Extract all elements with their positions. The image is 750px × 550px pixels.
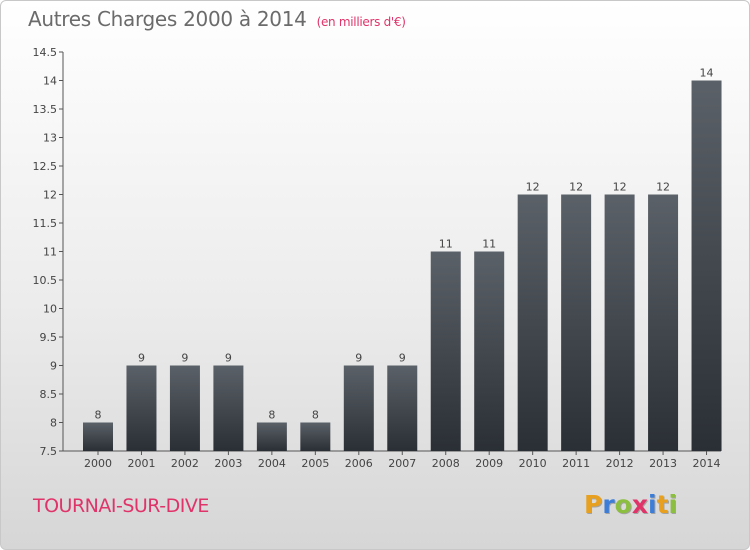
- bar: [561, 194, 592, 451]
- data-label: 9: [138, 352, 145, 365]
- data-label: 11: [439, 238, 453, 251]
- x-tick-label: 2013: [649, 457, 677, 470]
- data-label: 11: [482, 238, 496, 251]
- bar: [430, 251, 461, 451]
- logo-letter: x: [631, 490, 648, 519]
- bar: [343, 365, 374, 451]
- x-tick-label: 2002: [171, 457, 199, 470]
- data-labels: 8 9 9 9 8 8 9 9 11 11 12 12 12 12 14: [95, 67, 714, 422]
- data-label: 12: [526, 181, 540, 194]
- commune-name: TOURNAI-SUR-DIVE: [33, 495, 209, 517]
- y-tick-label: 12.5: [33, 160, 58, 173]
- logo-letter: i: [668, 490, 678, 519]
- data-label: 8: [312, 409, 319, 422]
- x-tick-label: 2010: [519, 457, 547, 470]
- y-tick-label: 11: [43, 246, 57, 259]
- y-tick-label: 8.5: [40, 388, 58, 401]
- data-label: 12: [569, 181, 583, 194]
- unit-label: (en milliers d'€): [316, 15, 406, 29]
- data-label: 8: [268, 409, 275, 422]
- x-tick-label: 2007: [388, 457, 416, 470]
- bar: [691, 80, 722, 451]
- bar: [213, 365, 244, 451]
- data-label: 8: [95, 409, 102, 422]
- title-text: Autres Charges 2000 à 2014: [28, 7, 307, 31]
- bar: [300, 422, 331, 451]
- x-tick-label: 2004: [258, 457, 286, 470]
- x-tick-label: 2014: [693, 457, 721, 470]
- logo-letter: o: [614, 490, 632, 519]
- logo-letter: t: [656, 490, 669, 519]
- bar: [474, 251, 505, 451]
- data-label: 9: [181, 352, 188, 365]
- logo-letter: P: [584, 490, 603, 519]
- y-tick-label: 13: [43, 132, 57, 145]
- data-label: 14: [700, 67, 714, 80]
- x-tick-label: 2008: [432, 457, 460, 470]
- y-tick-label: 11.5: [33, 217, 58, 230]
- bar: [604, 194, 635, 451]
- x-tick-label: 2006: [345, 457, 373, 470]
- bar: [387, 365, 418, 451]
- y-tick-label: 10: [43, 303, 57, 316]
- bar: [83, 422, 113, 451]
- y-tick-label: 12: [43, 189, 57, 202]
- data-label: 12: [613, 181, 627, 194]
- y-tick-label: 10.5: [33, 274, 58, 287]
- y-tick-label: 9: [50, 360, 57, 373]
- x-tick-label: 2009: [475, 457, 503, 470]
- logo-letter: r: [602, 490, 615, 519]
- y-tick-label: 14: [43, 75, 57, 88]
- bar: [169, 365, 200, 451]
- bar: [517, 194, 548, 451]
- data-label: 12: [656, 181, 670, 194]
- x-tick-label: 2000: [84, 457, 112, 470]
- data-label: 9: [355, 352, 362, 365]
- y-tick-label: 9.5: [40, 331, 58, 344]
- bar: [126, 365, 157, 451]
- y-tick-label: 7.5: [40, 445, 58, 458]
- x-tick-label: 2005: [301, 457, 329, 470]
- bars: [83, 80, 722, 451]
- y-tick-label: 8: [50, 417, 57, 430]
- x-tick-label: 2003: [214, 457, 242, 470]
- y-tick-label: 14.5: [33, 46, 58, 59]
- axes: 7.5 8 8.5 9 9.5 10 10.5 11 11.5 12 12.5 13 13.5 14 14.…: [33, 46, 721, 470]
- y-tick-label: 13.5: [33, 103, 58, 116]
- data-label: 9: [225, 352, 232, 365]
- logo-letter: i: [648, 490, 657, 519]
- proxiti-logo: Proxiti: [584, 490, 677, 519]
- x-tick-label: 2011: [562, 457, 590, 470]
- bar: [256, 422, 287, 451]
- x-tick-label: 2012: [606, 457, 634, 470]
- data-label: 9: [399, 352, 406, 365]
- bar: [648, 194, 679, 451]
- chart-title: Autres Charges 2000 à 2014 (en milliers d…: [28, 7, 406, 31]
- x-tick-label: 2001: [127, 457, 155, 470]
